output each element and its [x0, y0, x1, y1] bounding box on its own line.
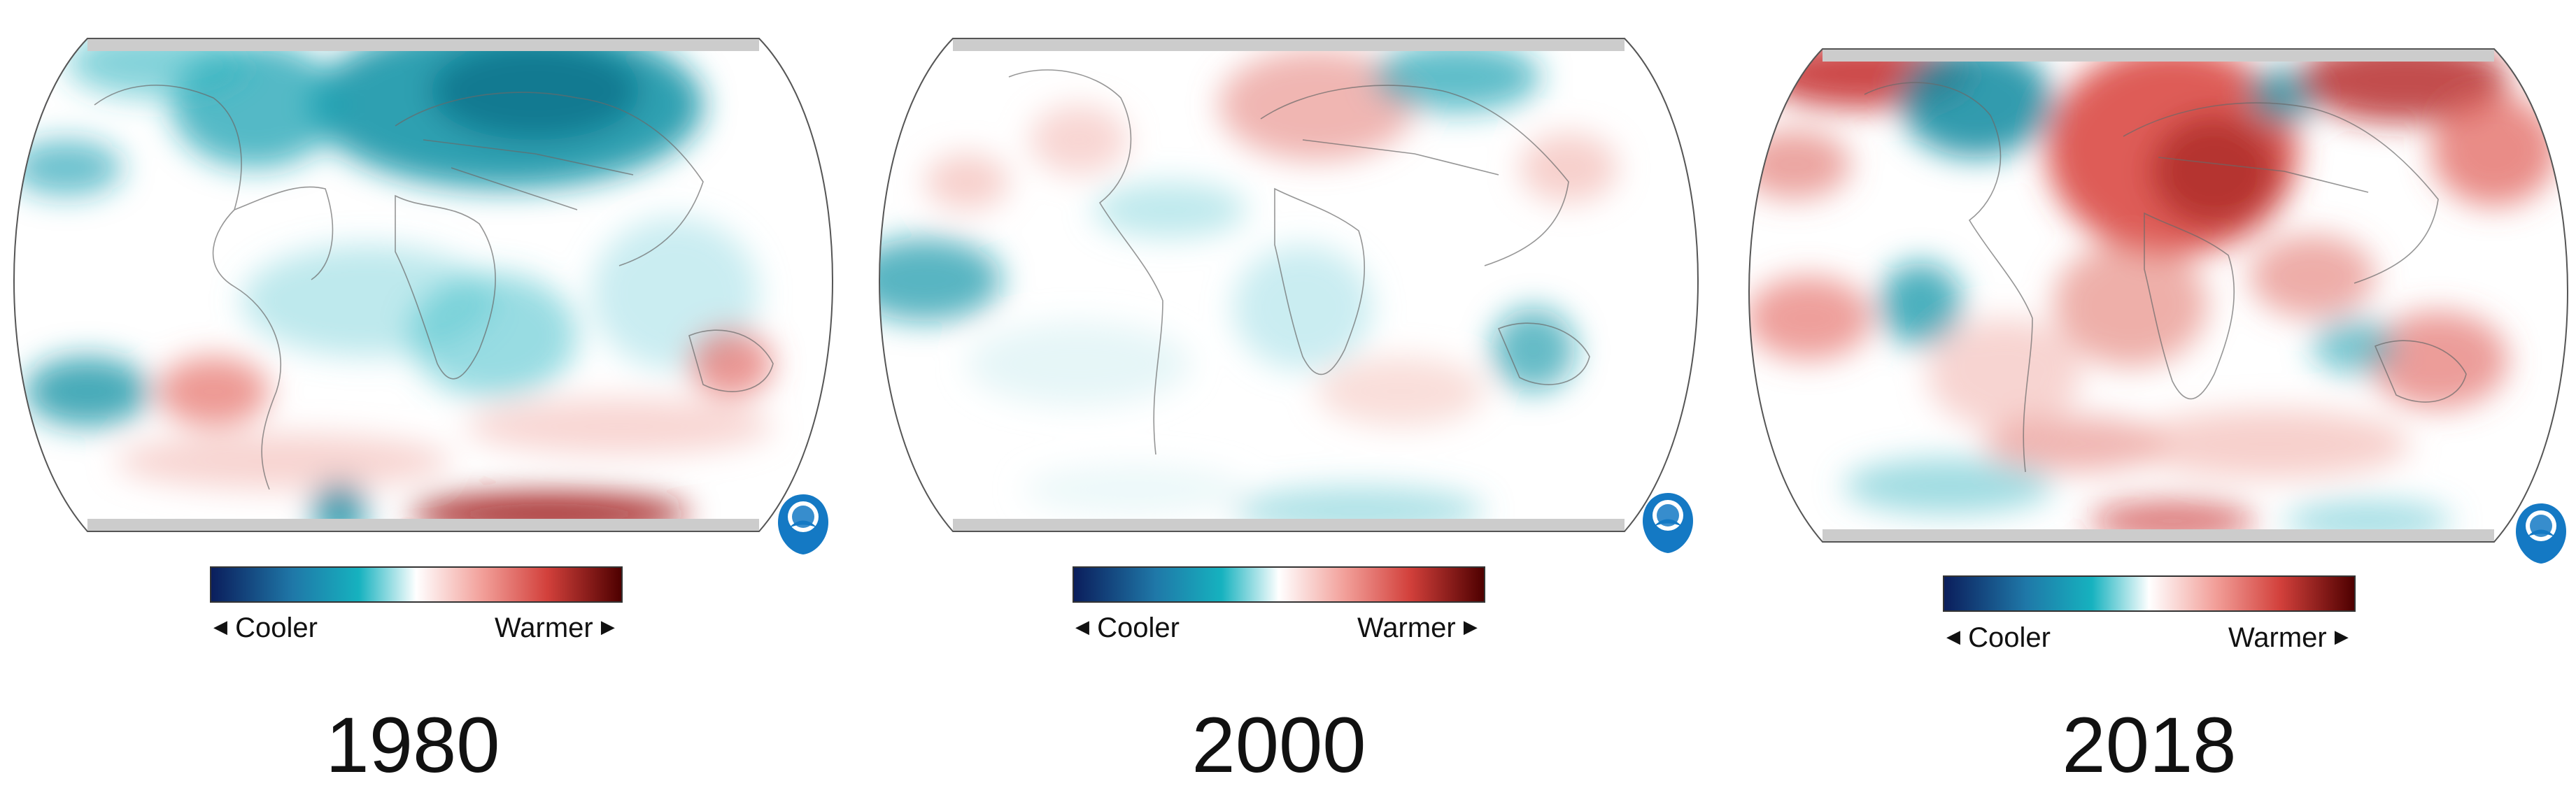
temperature-map-2018: [1748, 48, 2568, 543]
cooler-label-1980: ◀ Cooler: [213, 613, 318, 643]
panel-1980: ◀ Cooler Warmer ▶ 1980: [0, 0, 861, 802]
noaa-logo: [1643, 493, 1693, 553]
panel-2000: ◀ Cooler Warmer ▶ 2000: [857, 0, 1718, 802]
panel-2018: ◀ Cooler Warmer ▶ 2018: [1728, 0, 2576, 802]
right-arrow-icon: ▶: [1463, 616, 1478, 637]
colorbar-2018: [1943, 575, 2356, 612]
noaa-logo: [778, 494, 828, 554]
right-arrow-icon: ▶: [2334, 626, 2349, 647]
cooler-label-2000: ◀ Cooler: [1075, 613, 1180, 643]
temperature-map-2000: [879, 38, 1699, 532]
year-label-1980: 1980: [325, 701, 500, 789]
colorbar-2000: [1073, 566, 1485, 603]
warmer-label-1980: Warmer ▶: [495, 613, 615, 643]
left-arrow-icon: ◀: [1075, 616, 1089, 637]
right-arrow-icon: ▶: [600, 616, 615, 637]
year-label-2000: 2000: [1191, 701, 1366, 789]
warmer-label-2018: Warmer ▶: [2228, 622, 2349, 653]
left-arrow-icon: ◀: [213, 616, 227, 637]
cooler-label-2018: ◀ Cooler: [1946, 622, 2051, 653]
temperature-map-1980: [13, 38, 833, 532]
year-label-2018: 2018: [2062, 701, 2237, 789]
warmer-label-2000: Warmer ▶: [1357, 613, 1478, 643]
noaa-logo: [2516, 503, 2566, 564]
left-arrow-icon: ◀: [1946, 626, 1960, 647]
colorbar-1980: [210, 566, 623, 603]
